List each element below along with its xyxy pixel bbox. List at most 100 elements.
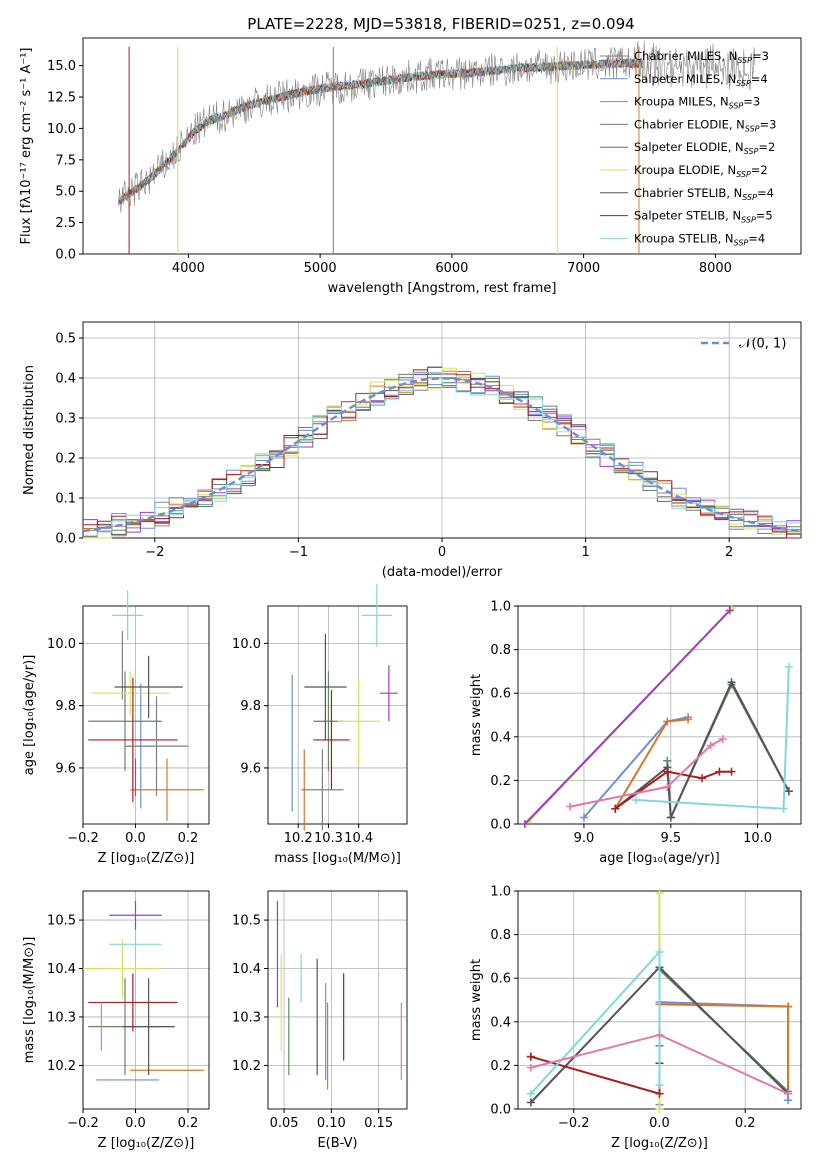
weight-marker (526, 1052, 535, 1061)
x-tick-label: −0.2 (558, 1116, 590, 1131)
x-tick-label: 0.0 (125, 1116, 146, 1131)
residual-histogram-panel: −2 −1 0 1 2 0.0 0.1 0.2 0.3 0.4 0.5 (data-model)/er… (22, 321, 802, 580)
legend-label-val: =3 (743, 95, 760, 109)
legend-label-sub: SSP (741, 216, 756, 225)
age-vs-metallicity-panel: −0.2 0.0 0.2 9.6 9.8 10.0 Z [log₁₀(Z/Z⊙)] age [… (22, 590, 210, 866)
legend-label-sub: SSP (729, 102, 744, 111)
x-axis-label: Z [log₁₀(Z/Z⊙)] (98, 851, 195, 866)
y-tick-label: 0.5 (55, 332, 76, 347)
y-tick-label: 0.2 (55, 452, 76, 467)
y-tick-label: 1.0 (490, 600, 511, 615)
y-tick-label: 9.6 (240, 761, 261, 776)
y-tick-label: 2.5 (55, 216, 76, 231)
y-axis-label: mass weight (469, 959, 484, 1041)
weight-line (569, 738, 724, 808)
mass-vs-metallicity-panel: −0.2 0.0 0.2 10.2 10.3 10.4 10.5 Z [log₁₀(Z/Z⊙)… (22, 890, 210, 1151)
legend-label-sub: SSP (736, 170, 751, 179)
y-tick-label: 0.8 (490, 643, 511, 658)
legend-label-sub: SSP (737, 56, 752, 65)
legend-label-main: Kroupa MILES, N (634, 95, 729, 109)
y-tick-label: 0.2 (490, 1059, 511, 1074)
age-vs-mass-panel: 10.2 10.3 10.4 9.6 9.8 10.0 mass [log₁₀(M/M⊙)] (232, 584, 408, 866)
legend-label-sub: SSP (736, 79, 751, 88)
y-tick-label: 10.5 (232, 914, 261, 929)
y-tick-label: 0.6 (490, 687, 511, 702)
y-tick-label: 0.0 (55, 248, 76, 263)
legend-label: Chabrier ELODIE, NSSP=3 (634, 117, 776, 133)
y-axis-label: mass weight (469, 674, 484, 756)
legend-label-main: Salpeter ELODIE, N (634, 140, 744, 154)
x-axis-label: (data-model)/error (382, 565, 503, 580)
legend-label: Chabrier MILES, NSSP=3 (634, 49, 769, 65)
weight-marker (655, 1105, 664, 1113)
x-tick-label: 0 (438, 545, 446, 560)
x-tick-label: 10.0 (743, 831, 772, 846)
x-tick-label: 0.2 (178, 1116, 199, 1131)
x-tick-label: −2 (145, 545, 164, 560)
x-tick-label: 0.05 (270, 1116, 299, 1131)
weight-marker (684, 715, 693, 724)
x-tick-label: 10.3 (314, 831, 343, 846)
weight-marker (655, 889, 664, 898)
y-tick-label: 0.2 (490, 774, 511, 789)
legend-label-main: Kroupa STELIB, N (634, 231, 734, 245)
plot-frame (517, 605, 802, 825)
y-tick-label: 0.8 (490, 928, 511, 943)
figure-title: PLATE=2228, MJD=53818, FIBERID=0251, z=0… (247, 15, 634, 33)
mass-vs-ebv-panel: 0.05 0.10 0.15 10.2 10.3 10.4 10.5 E(B-V) (232, 890, 408, 1151)
x-tick-label: −0.2 (67, 1116, 99, 1131)
weight-marker (784, 1002, 793, 1011)
legend-label: Salpeter MILES, NSSP=4 (634, 72, 768, 88)
weight-marker (579, 813, 588, 822)
y-tick-label: 0.1 (55, 492, 76, 507)
x-tick-label: 7000 (567, 261, 600, 276)
x-axis-label: age [log₁₀(age/yr)] (599, 851, 720, 866)
weight-vs-metallicity-panel: −0.2 0.0 0.2 0.0 0.2 0.4 0.6 0.8 1.0 Z [log₁₀(Z/Z… (469, 885, 802, 1151)
y-tick-label: 10.3 (47, 1010, 76, 1025)
legend-label: Salpeter STELIB, NSSP=5 (634, 209, 773, 225)
x-tick-label: 0.15 (364, 1116, 393, 1131)
weight-marker (727, 767, 736, 776)
weight-marker (526, 1089, 535, 1098)
weight-line (524, 609, 731, 825)
weight-vs-age-panel: 9.0 9.5 10.0 0.0 0.2 0.4 0.6 0.8 1.0 age [log₁₀(a… (469, 600, 802, 866)
plot-frame (267, 890, 408, 1110)
legend-label-val: =4 (748, 231, 765, 245)
plot-frame (267, 605, 408, 825)
normal-legend-label: 𝒩(0, 1) (739, 337, 786, 352)
y-tick-label: 0.0 (55, 532, 76, 547)
y-axis-label: Normed distribution (22, 365, 37, 495)
x-axis-label: Z [log₁₀(Z/Z⊙)] (611, 1136, 708, 1151)
plot-frame (82, 890, 210, 1110)
x-axis-label: E(B-V) (317, 1136, 357, 1151)
legend-label-val: =4 (757, 186, 774, 200)
legend-label-val: =4 (751, 72, 768, 86)
y-tick-label: 0.0 (490, 1103, 511, 1118)
legend-label-val: =3 (760, 117, 777, 131)
y-tick-label: 12.5 (47, 91, 76, 106)
weight-marker (566, 802, 575, 811)
x-tick-label: 6000 (435, 261, 468, 276)
legend-label-val: =2 (758, 140, 775, 154)
x-tick-label: 0.0 (125, 831, 146, 846)
y-tick-label: 0.3 (55, 412, 76, 427)
weight-marker (655, 1030, 664, 1039)
plot-frame (82, 321, 802, 539)
plot-frame (82, 37, 802, 255)
weight-marker (663, 782, 672, 791)
y-tick-label: 9.6 (55, 761, 76, 776)
weight-marker (727, 678, 736, 687)
weight-line (530, 949, 661, 1095)
spectrum-lines (118, 40, 756, 254)
spectrum-line (118, 40, 756, 213)
weight-line (666, 682, 790, 818)
y-tick-label: 10.3 (232, 1010, 261, 1025)
x-tick-label: 5000 (304, 261, 337, 276)
weight-marker (666, 813, 675, 822)
legend-label-main: Salpeter MILES, N (634, 72, 736, 86)
y-tick-label: 15.0 (47, 59, 76, 74)
weight-marker (784, 663, 793, 672)
legend-label-val: =5 (756, 209, 773, 223)
spectrum-panel: 4000 5000 6000 7000 8000 0.0 2.5 5.0 7.5 10.0 12.5… (19, 37, 802, 296)
